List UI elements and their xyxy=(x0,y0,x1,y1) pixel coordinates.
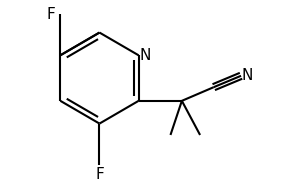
Text: N: N xyxy=(241,68,252,83)
Text: F: F xyxy=(47,7,56,22)
Text: N: N xyxy=(139,48,151,63)
Text: F: F xyxy=(95,167,104,182)
